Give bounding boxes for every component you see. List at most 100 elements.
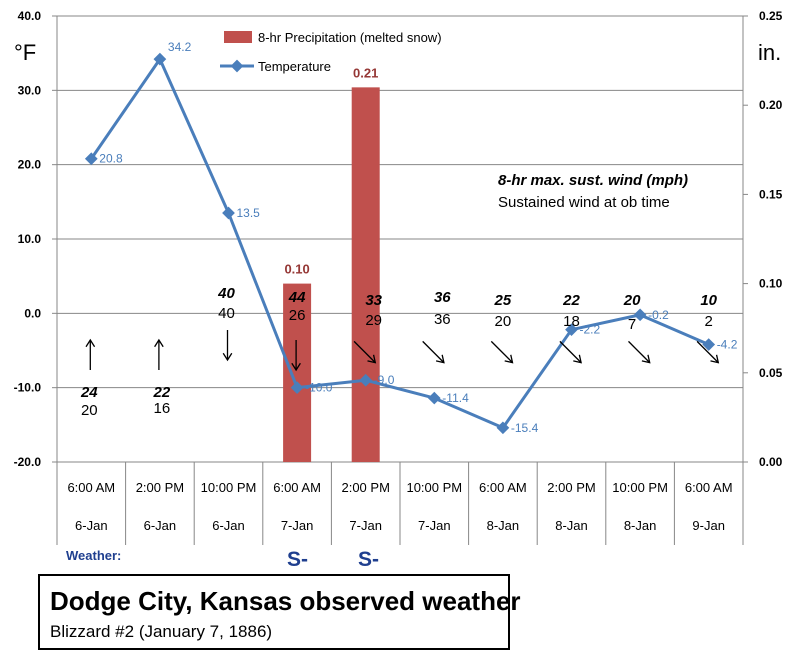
wind-max-label: 10: [700, 292, 718, 309]
wind-arrow-head: [710, 354, 720, 364]
x-tick-label-time: 2:00 PM: [341, 480, 389, 495]
legend-precip-label: 8-hr Precipitation (melted snow): [258, 30, 442, 45]
wind-max-label: 44: [288, 289, 306, 306]
x-tick-label-date: 6-Jan: [75, 518, 108, 533]
legend-precip-swatch: [224, 31, 252, 43]
x-tick-label-time: 2:00 PM: [136, 480, 184, 495]
legend-temp-marker: [230, 59, 244, 73]
wind-max-label: 33: [365, 292, 383, 309]
x-tick-label-time: 2:00 PM: [547, 480, 595, 495]
wind-arrow-head: [291, 362, 301, 372]
wind-ob-label: 2: [704, 313, 713, 330]
precip-data-label: 0.21: [353, 65, 378, 80]
right-tick-label: 0.25: [759, 9, 783, 23]
temperature-point: [427, 391, 441, 405]
right-tick-label: 0.05: [759, 366, 783, 380]
wind-arrow-head: [222, 352, 233, 362]
x-tick-label-date: 8-Jan: [555, 518, 588, 533]
wind-ob-label: 26: [288, 307, 306, 324]
wind-arrow-shaft: [490, 340, 513, 364]
left-tick-label: 30.0: [18, 83, 42, 97]
wind-max-label: 22: [563, 292, 580, 309]
wind-arrow-shaft: [628, 340, 651, 364]
temperature-data-label: 13.5: [237, 206, 261, 220]
x-tick-label-date: 8-Jan: [487, 518, 520, 533]
wind-arrow-head: [504, 354, 514, 364]
precip-data-label: 0.10: [284, 262, 309, 277]
x-tick-label-date: 7-Jan: [418, 518, 451, 533]
x-tick-label-date: 7-Jan: [349, 518, 382, 533]
temperature-data-label: 34.2: [168, 40, 192, 54]
x-tick-label-time: 6:00 AM: [479, 480, 527, 495]
wind-arrow-head: [573, 354, 582, 364]
temperature-point: [222, 206, 235, 220]
weather-code-7jan-0600: S-: [287, 548, 308, 571]
wind-arrow-head: [154, 338, 164, 348]
x-tick-label-date: 8-Jan: [624, 518, 657, 533]
precip-bar: [283, 283, 312, 462]
legend-temp-label: Temperature: [258, 59, 331, 74]
wind-arrow-head: [641, 354, 651, 364]
wind-max-label: 22: [153, 384, 171, 401]
right-axis-unit: in.: [758, 40, 782, 65]
temperature-point: [496, 421, 510, 435]
wind-ob-label: 36: [433, 311, 451, 328]
right-tick-label: 0.20: [759, 98, 783, 112]
left-tick-label: 0.0: [24, 306, 41, 320]
temperature-data-label: -9.0: [374, 373, 395, 387]
wind-max-label: 20: [623, 292, 641, 309]
left-tick-label: 20.0: [18, 158, 42, 172]
temperature-data-label: -11.4: [442, 391, 469, 405]
weather-label: Weather:: [66, 548, 122, 563]
wind-ob-label: 20: [80, 402, 98, 419]
left-tick-label: 40.0: [18, 9, 42, 23]
wind-max-label: 25: [494, 292, 512, 309]
x-tick-label-time: 6:00 AM: [685, 480, 733, 495]
weather-code-7jan-1400: S-: [358, 548, 379, 571]
wind-ob-label: 40: [218, 305, 235, 322]
x-tick-label-time: 10:00 PM: [406, 480, 462, 495]
x-tick-label-time: 10:00 PM: [201, 480, 257, 495]
wind-max-label: 24: [80, 384, 98, 401]
x-tick-label-date: 6-Jan: [144, 518, 177, 533]
right-tick-label: 0.15: [759, 187, 783, 201]
temperature-data-label: -2.2: [580, 323, 601, 337]
temperature-point: [84, 152, 98, 166]
x-tick-label-date: 7-Jan: [281, 518, 314, 533]
wind-max-label: 40: [218, 285, 235, 302]
left-tick-label: -20.0: [14, 455, 42, 469]
wind-max-label: 36: [433, 289, 451, 306]
temperature-data-label: -0.2: [648, 308, 669, 322]
chart-subtitle: Blizzard #2 (January 7, 1886): [50, 622, 273, 641]
title-box: Dodge City, Kansas observed weather Bliz…: [38, 574, 521, 650]
wind-ob-label: 7: [627, 316, 637, 333]
wind-arrow-shaft: [696, 340, 719, 364]
x-tick-label-date: 9-Jan: [692, 518, 725, 533]
x-tick-label-time: 6:00 AM: [273, 480, 321, 495]
wind-ob-label: 16: [153, 400, 171, 417]
left-tick-label: -10.0: [14, 381, 42, 395]
temperature-data-label: -10.0: [305, 381, 333, 395]
temperature-point: [290, 381, 304, 395]
wind-ob-label: 29: [365, 312, 383, 329]
x-tick-label-time: 6:00 AM: [67, 480, 115, 495]
precip-bar: [351, 87, 380, 463]
x-tick-label-time: 10:00 PM: [612, 480, 668, 495]
chart-title: Dodge City, Kansas observed weather: [50, 586, 521, 616]
temperature-data-label: -4.2: [717, 338, 738, 352]
left-tick-label: 10.0: [18, 232, 42, 246]
wind-legend-ob: Sustained wind at ob time: [498, 194, 670, 211]
wind-legend-max: 8-hr max. sust. wind (mph): [498, 172, 689, 189]
wind-arrow-shaft: [353, 340, 376, 364]
wind-ob-label: 20: [494, 313, 512, 330]
right-tick-label: 0.10: [759, 277, 783, 291]
wind-arrow-shaft: [559, 340, 582, 364]
wind-arrow-head: [367, 354, 377, 364]
temperature-line: [90, 57, 710, 430]
x-tick-label-date: 6-Jan: [212, 518, 245, 533]
temperature-data-label: 20.8: [99, 152, 123, 166]
temperature-point: [153, 52, 167, 66]
wind-arrow-shaft: [422, 340, 445, 364]
temperature-data-label: -15.4: [511, 421, 539, 435]
